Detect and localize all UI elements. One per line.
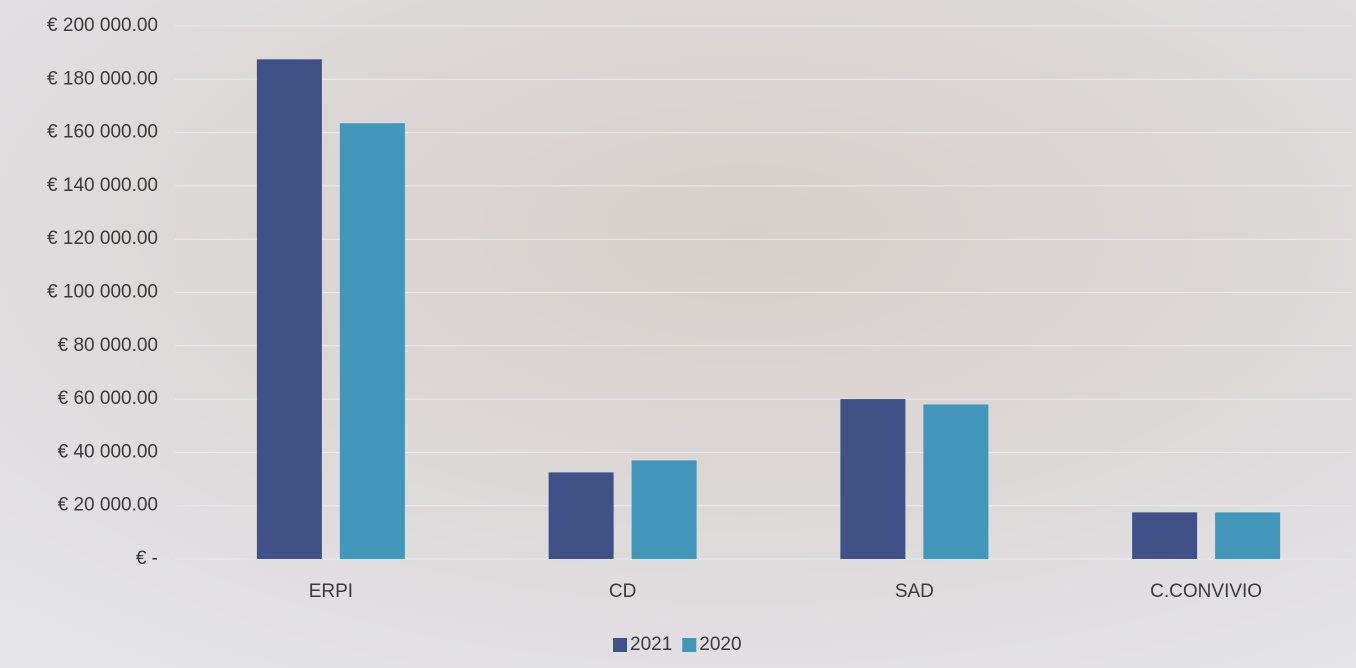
y-tick-label: € 60 000.00 bbox=[58, 388, 158, 409]
bar bbox=[339, 123, 405, 560]
x-tick-label: ERPI bbox=[309, 581, 353, 602]
bar bbox=[923, 404, 989, 559]
y-tick-label: € 140 000.00 bbox=[47, 175, 158, 196]
x-tick-label: SAD bbox=[895, 581, 934, 602]
y-tick-label: € 160 000.00 bbox=[47, 122, 158, 143]
legend-label: 2020 bbox=[699, 634, 741, 655]
bar bbox=[1132, 512, 1198, 559]
bar bbox=[548, 472, 614, 559]
bar bbox=[840, 399, 906, 559]
y-tick-label: € 80 000.00 bbox=[58, 335, 158, 356]
bar bbox=[1215, 512, 1281, 559]
legend-label: 2021 bbox=[630, 634, 672, 655]
y-tick-label: € 40 000.00 bbox=[58, 441, 158, 462]
y-tick-label: € 120 000.00 bbox=[47, 228, 158, 249]
legend-swatch bbox=[613, 638, 627, 652]
y-tick-label: € 100 000.00 bbox=[47, 282, 158, 303]
x-tick-label: C.CONVIVIO bbox=[1150, 581, 1262, 602]
y-tick-label: € 20 000.00 bbox=[58, 495, 158, 516]
bar bbox=[631, 460, 697, 559]
y-tick-label: € - bbox=[136, 548, 158, 569]
y-tick-label: € 200 000.00 bbox=[47, 15, 158, 36]
legend-swatch bbox=[682, 638, 697, 652]
x-tick-label: CD bbox=[609, 581, 636, 602]
bar bbox=[256, 59, 322, 559]
y-tick-label: € 180 000.00 bbox=[47, 68, 158, 89]
